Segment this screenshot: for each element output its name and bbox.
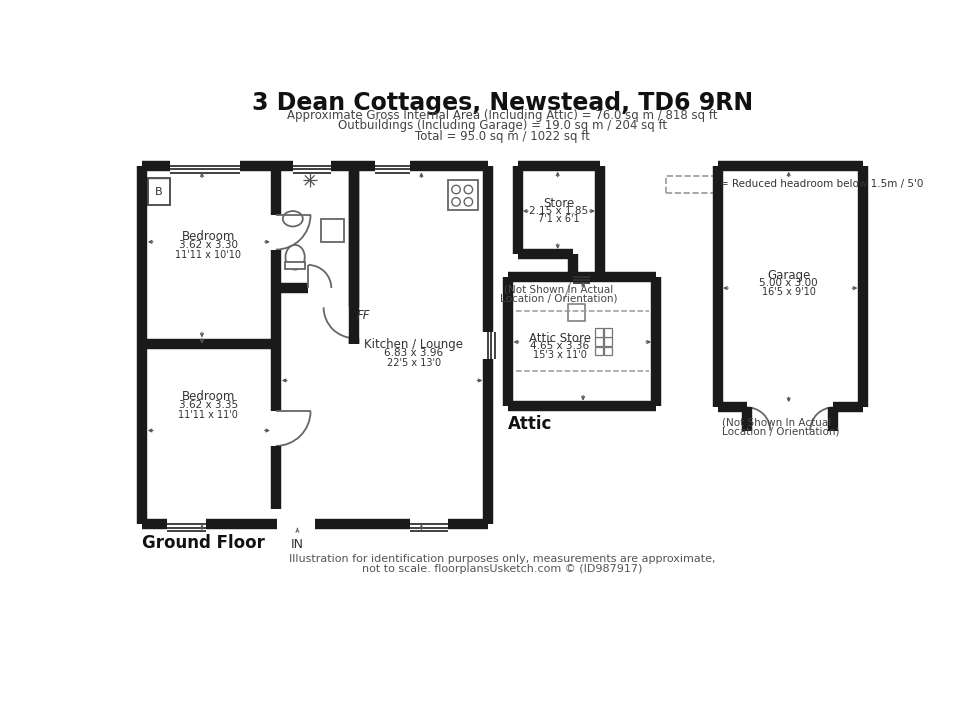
Text: Store: Store (543, 198, 574, 210)
Text: 16'5 x 9'10: 16'5 x 9'10 (761, 287, 815, 297)
Bar (604, 337, 612, 346)
Text: Location / Orientation): Location / Orientation) (721, 426, 839, 436)
Bar (604, 347, 612, 355)
Text: Attic: Attic (509, 415, 553, 433)
Text: Bedroom: Bedroom (181, 390, 235, 403)
Text: Total = 95.0 sq m / 1022 sq ft: Total = 95.0 sq m / 1022 sq ft (415, 130, 590, 143)
Text: IN: IN (291, 538, 304, 551)
Text: 7'1 x 6'1: 7'1 x 6'1 (538, 214, 579, 224)
Circle shape (465, 198, 472, 206)
Bar (321, 219, 344, 242)
Text: 15'3 x 11'0: 15'3 x 11'0 (533, 351, 587, 361)
Circle shape (465, 185, 472, 194)
Text: Kitchen / Lounge: Kitchen / Lounge (365, 338, 464, 351)
Text: Bedroom: Bedroom (181, 230, 235, 243)
Text: (Not Shown In Actual: (Not Shown In Actual (721, 417, 831, 427)
Bar (285, 262, 305, 269)
Bar (595, 347, 603, 355)
Bar (666, 175, 714, 193)
Text: Outbuildings (Including Garage) = 19.0 sq m / 204 sq ft: Outbuildings (Including Garage) = 19.0 s… (338, 120, 666, 133)
Text: 5.00 x 3.00: 5.00 x 3.00 (760, 278, 818, 288)
Text: 11'11 x 11'0: 11'11 x 11'0 (178, 410, 238, 420)
Text: 6.83 x 3.96: 6.83 x 3.96 (384, 348, 443, 358)
Ellipse shape (283, 211, 303, 227)
Text: Garage: Garage (767, 269, 810, 282)
Text: 2.15 x 1.85: 2.15 x 1.85 (529, 205, 588, 215)
Text: 22'5 x 13'0: 22'5 x 13'0 (387, 358, 441, 368)
Text: 3.62 x 3.35: 3.62 x 3.35 (178, 400, 238, 410)
Text: 3.62 x 3.30: 3.62 x 3.30 (178, 240, 237, 250)
Text: = Reduced headroom below 1.5m / 5'0: = Reduced headroom below 1.5m / 5'0 (720, 179, 923, 189)
Text: FF: FF (357, 309, 370, 322)
Bar (595, 328, 603, 337)
Text: 4.65 x 3.36: 4.65 x 3.36 (530, 342, 590, 352)
Bar (604, 328, 612, 337)
Text: (Not Shown In Actual: (Not Shown In Actual (504, 284, 613, 294)
Text: Approximate Gross Internal Area (Including Attic) = 76.0 sq m / 818 sq ft: Approximate Gross Internal Area (Includi… (287, 108, 717, 122)
Text: Illustration for identification purposes only, measurements are approximate,: Illustration for identification purposes… (289, 554, 715, 564)
Bar (595, 337, 603, 346)
Text: Attic Store: Attic Store (529, 332, 591, 345)
Text: 3 Dean Cottages, Newstead, TD6 9RN: 3 Dean Cottages, Newstead, TD6 9RN (252, 91, 753, 115)
Bar (567, 304, 585, 321)
Bar (448, 180, 477, 210)
Text: Location / Orientation): Location / Orientation) (500, 294, 617, 304)
Bar (148, 178, 170, 205)
Ellipse shape (285, 245, 305, 270)
Text: 11'11 x 10'10: 11'11 x 10'10 (175, 250, 241, 260)
Circle shape (452, 198, 461, 206)
Text: Ground Floor: Ground Floor (142, 535, 265, 553)
Text: B: B (155, 187, 163, 197)
Circle shape (452, 185, 461, 194)
Text: not to scale. floorplansUsketch.com © (ID987917): not to scale. floorplansUsketch.com © (I… (362, 565, 643, 575)
